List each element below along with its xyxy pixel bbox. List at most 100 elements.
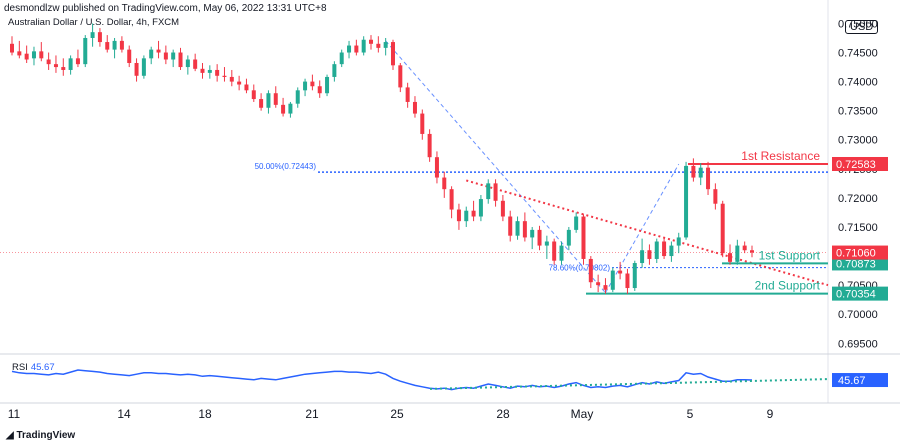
- level-price-text: 0.72583: [836, 159, 876, 171]
- candle: [684, 161, 689, 240]
- candle: [68, 55, 73, 75]
- candle-body: [559, 245, 564, 261]
- level-name-label: 1st Support: [759, 248, 821, 262]
- current-price-text: 0.71060: [836, 248, 876, 260]
- candle: [185, 55, 190, 75]
- candle: [229, 69, 234, 87]
- candle: [156, 40, 161, 59]
- candle: [610, 267, 615, 293]
- candle: [75, 49, 80, 68]
- candle-body: [24, 53, 29, 60]
- candle: [581, 214, 586, 265]
- rsi-trendline: [429, 378, 829, 390]
- fib-trend-line: [385, 40, 606, 294]
- candle-body: [383, 42, 388, 48]
- candle: [559, 241, 564, 265]
- candle-body: [684, 165, 689, 238]
- candle: [478, 194, 483, 222]
- time-tick-label: May: [571, 407, 594, 421]
- candle: [574, 212, 579, 233]
- candle: [281, 97, 286, 117]
- candle: [493, 179, 498, 207]
- price-tick-label: 0.70000: [838, 309, 878, 321]
- price-tick-label: 0.71500: [838, 222, 878, 234]
- candle-body: [742, 245, 747, 251]
- candle: [31, 46, 36, 66]
- candle-body: [295, 90, 300, 104]
- candle-body: [581, 216, 586, 259]
- level-price-text: 0.70354: [836, 289, 876, 301]
- candle: [53, 55, 58, 73]
- candle: [625, 268, 630, 294]
- candle-body: [676, 237, 681, 246]
- price-tick-label: 0.74000: [838, 77, 878, 89]
- candle-body: [434, 157, 439, 178]
- candle: [434, 151, 439, 184]
- candle-body: [325, 76, 330, 94]
- candle: [552, 238, 557, 265]
- candle: [537, 225, 542, 251]
- candle: [742, 241, 747, 254]
- candle-body: [654, 241, 659, 259]
- candle-body: [500, 200, 505, 217]
- candle: [163, 45, 168, 65]
- candle: [398, 62, 403, 93]
- candle-body: [68, 58, 73, 70]
- candle-body: [530, 229, 535, 238]
- rsi-line: [11, 369, 753, 391]
- time-tick-label: 11: [8, 407, 21, 421]
- candle: [603, 278, 608, 294]
- candle-body: [90, 32, 95, 38]
- candle-body: [134, 62, 139, 76]
- candle-body: [215, 69, 220, 76]
- candle-body: [427, 133, 432, 158]
- candle: [97, 28, 102, 47]
- candle-body: [632, 263, 637, 289]
- level-price-tag: [832, 286, 888, 301]
- candle-body: [332, 64, 337, 77]
- level-price-tag: [832, 256, 888, 271]
- candle-body: [669, 245, 674, 257]
- candle-body: [369, 39, 374, 44]
- candle-body: [662, 241, 667, 257]
- candle-body: [339, 52, 344, 65]
- candle-body: [574, 216, 579, 230]
- candle: [251, 84, 256, 102]
- candle-body: [303, 81, 308, 91]
- candle-body: [405, 87, 410, 102]
- candle: [390, 39, 395, 70]
- candle-body: [640, 250, 645, 264]
- candle: [10, 36, 14, 56]
- candle: [215, 64, 220, 82]
- candle: [134, 58, 139, 82]
- current-price-tag: [832, 245, 888, 260]
- currency-button[interactable]: USD: [845, 20, 879, 34]
- candle: [735, 239, 740, 265]
- candle: [486, 179, 491, 204]
- candle: [112, 37, 117, 59]
- candle: [244, 78, 249, 94]
- candle: [750, 245, 754, 258]
- candle-body: [728, 253, 733, 262]
- candle: [310, 74, 315, 91]
- candle: [46, 52, 51, 70]
- candle-body: [691, 165, 696, 178]
- candle: [273, 86, 278, 108]
- candle-body: [61, 67, 66, 70]
- candle: [713, 183, 718, 210]
- candle-body: [588, 258, 593, 283]
- candle-body: [566, 229, 571, 246]
- candle-body: [493, 183, 498, 201]
- tradingview-logo: ◢ TradingView: [6, 430, 75, 441]
- level-price-tag: [832, 156, 888, 171]
- candle-body: [46, 59, 51, 65]
- price-tick-label: 0.74500: [838, 48, 878, 60]
- fib-50-label: 50.00%(0.72443): [255, 162, 317, 171]
- candle: [698, 163, 703, 186]
- candle-body: [464, 210, 469, 222]
- candle: [471, 200, 476, 222]
- candle: [544, 235, 549, 259]
- candle-body: [97, 32, 102, 43]
- candle-body: [478, 199, 483, 217]
